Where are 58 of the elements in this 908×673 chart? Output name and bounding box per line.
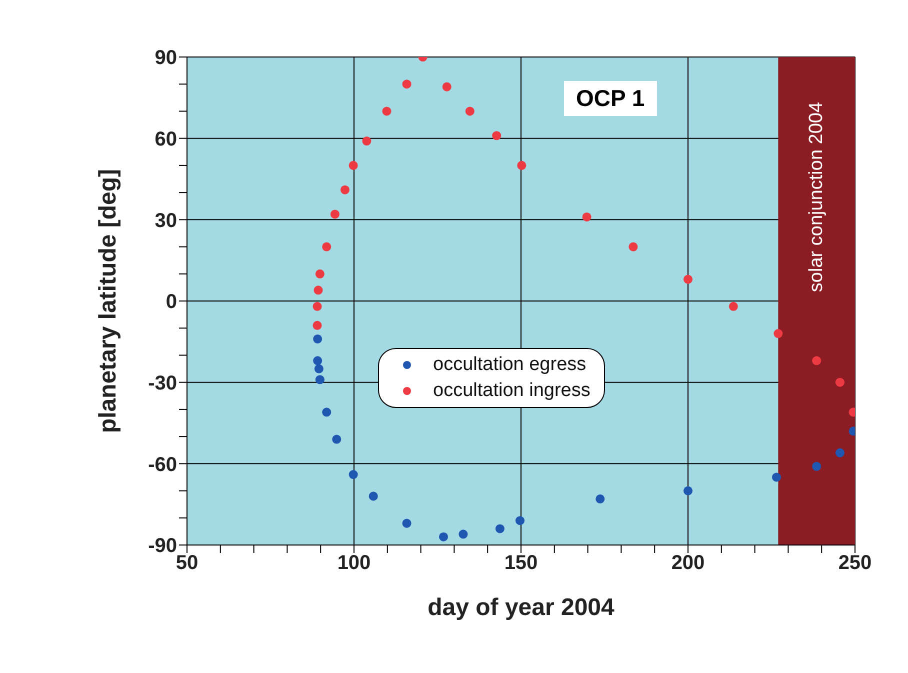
y-tick-label: -60	[148, 454, 177, 476]
point	[439, 532, 448, 542]
x-tick-label: 150	[504, 552, 538, 574]
point	[362, 136, 372, 146]
y-tick-label: 60	[154, 128, 177, 150]
point	[322, 242, 332, 252]
point	[348, 160, 358, 170]
point	[368, 492, 378, 501]
point	[340, 185, 350, 194]
point	[313, 356, 322, 366]
point	[835, 378, 844, 387]
point	[582, 212, 592, 222]
legend-label: occultation egress	[433, 353, 586, 377]
y-tick-label: 0	[166, 291, 177, 314]
point	[402, 518, 412, 528]
legend-label: occultation ingress	[433, 379, 590, 403]
point	[596, 494, 605, 504]
point	[402, 80, 412, 89]
point	[315, 269, 324, 278]
y-tick-label: 30	[154, 210, 177, 232]
band-label: solar conjunction 2004	[806, 102, 828, 292]
point	[458, 530, 468, 539]
annotation: OCP 1	[564, 81, 657, 116]
point	[312, 302, 322, 311]
point	[772, 472, 782, 482]
x-tick-label: 200	[671, 552, 705, 574]
x-tick-label: 100	[337, 552, 371, 574]
point	[312, 320, 322, 330]
point	[382, 106, 392, 116]
point	[492, 131, 502, 140]
point	[728, 302, 738, 311]
point	[314, 364, 324, 374]
point	[442, 82, 452, 92]
point	[313, 334, 322, 344]
point	[330, 210, 340, 219]
y-tick-label: -30	[148, 372, 177, 394]
point	[774, 329, 783, 338]
point	[812, 462, 822, 471]
point	[465, 106, 474, 116]
point	[835, 448, 844, 458]
point	[495, 524, 504, 534]
point	[322, 408, 332, 417]
point	[315, 375, 324, 384]
point	[517, 160, 526, 170]
point	[314, 286, 323, 295]
point	[683, 274, 693, 284]
y-tick-label: -90	[148, 535, 177, 558]
point	[812, 356, 822, 366]
y-axis-title: planetary latitude [deg]	[94, 168, 122, 434]
point	[683, 486, 693, 496]
point	[628, 242, 638, 252]
x-axis-title: day of year 2004	[428, 594, 616, 621]
x-tick-label: 250	[838, 552, 872, 574]
point	[515, 516, 525, 526]
y-tick-label: 90	[154, 47, 177, 70]
x-tick-label: 50	[176, 552, 198, 574]
point	[332, 434, 342, 444]
point	[348, 470, 358, 480]
